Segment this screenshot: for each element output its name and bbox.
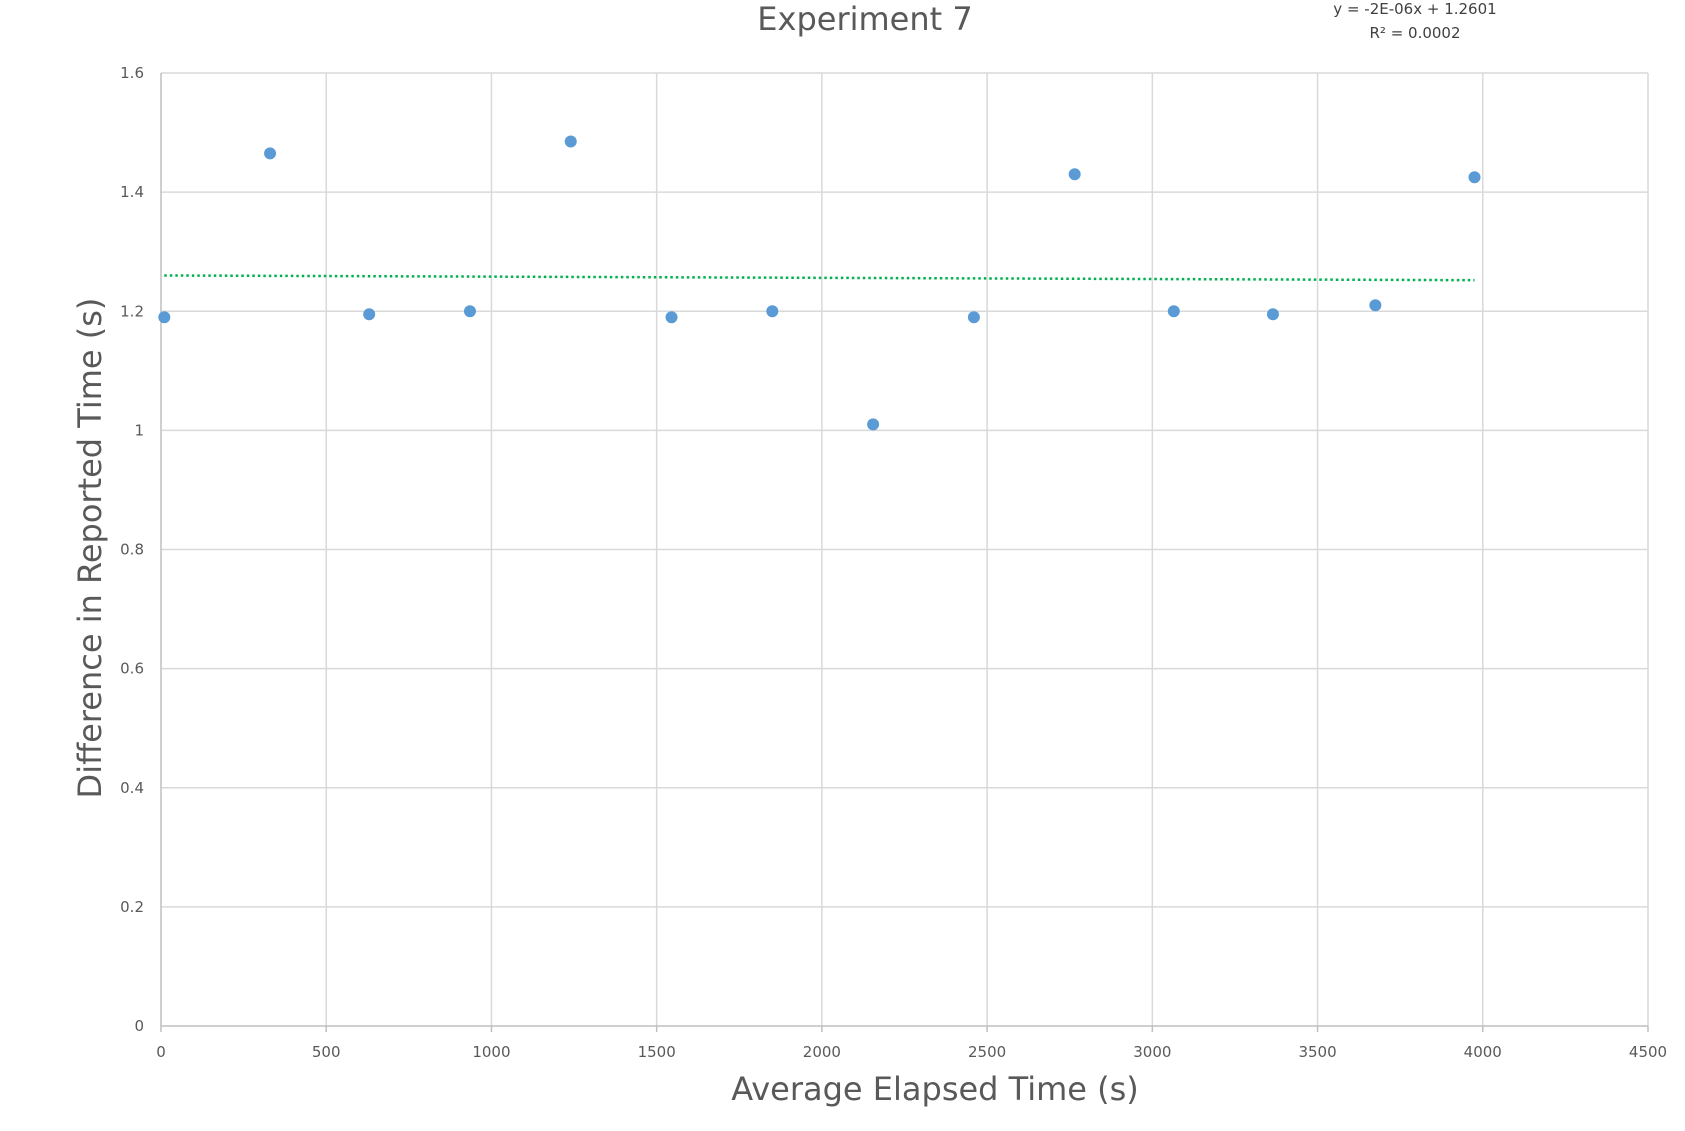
trendline-r-squared: R² = 0.0002 (1369, 24, 1461, 42)
data-point (363, 308, 376, 321)
chart-title: Experiment 7 (757, 0, 973, 38)
y-tick-label: 0.4 (120, 779, 144, 797)
data-point (1068, 168, 1081, 181)
data-point (158, 311, 171, 324)
data-point (564, 135, 577, 148)
data-point (967, 311, 980, 324)
data-point (867, 418, 880, 431)
y-tick-label: 0 (134, 1017, 144, 1035)
data-point (1167, 305, 1180, 318)
x-tick-label: 1500 (638, 1043, 676, 1061)
y-tick-label: 0.8 (120, 541, 144, 559)
gridlines (161, 72, 1649, 1026)
data-points (158, 135, 1481, 431)
y-tick-label: 1.2 (120, 302, 144, 320)
data-point (1266, 308, 1279, 321)
y-axis-title: Difference in Reported Time (s) (71, 297, 109, 799)
data-point (766, 305, 779, 318)
axes (160, 73, 1649, 1032)
x-axis-title: Average Elapsed Time (s) (731, 1070, 1139, 1108)
tick-labels: 0 500 1000 1500 2000 2500 3000 3500 4000 4500 0 0.2… (120, 64, 1667, 1061)
y-tick-label: 0.6 (120, 660, 144, 678)
trendline (164, 274, 1475, 282)
x-tick-label: 4500 (1629, 1043, 1667, 1061)
trendline-equation: y = -2E-06x + 1.2601 (1333, 0, 1497, 18)
x-tick-label: 2500 (968, 1043, 1006, 1061)
y-tick-label: 1.4 (120, 183, 144, 201)
y-tick-label: 1 (134, 421, 144, 439)
data-point (1369, 299, 1382, 312)
data-point (264, 147, 277, 160)
y-tick-label: 0.2 (120, 898, 144, 916)
data-point (463, 305, 476, 318)
x-tick-label: 0 (156, 1043, 166, 1061)
x-tick-label: 500 (312, 1043, 341, 1061)
y-tick-label: 1.6 (120, 64, 144, 82)
x-tick-label: 3000 (1133, 1043, 1171, 1061)
x-tick-label: 1000 (472, 1043, 510, 1061)
data-point (1468, 171, 1481, 184)
x-tick-label: 3500 (1298, 1043, 1336, 1061)
data-point (665, 311, 678, 324)
x-tick-label: 4000 (1464, 1043, 1502, 1061)
trendline-line (164, 274, 1475, 282)
x-tick-label: 2000 (803, 1043, 841, 1061)
